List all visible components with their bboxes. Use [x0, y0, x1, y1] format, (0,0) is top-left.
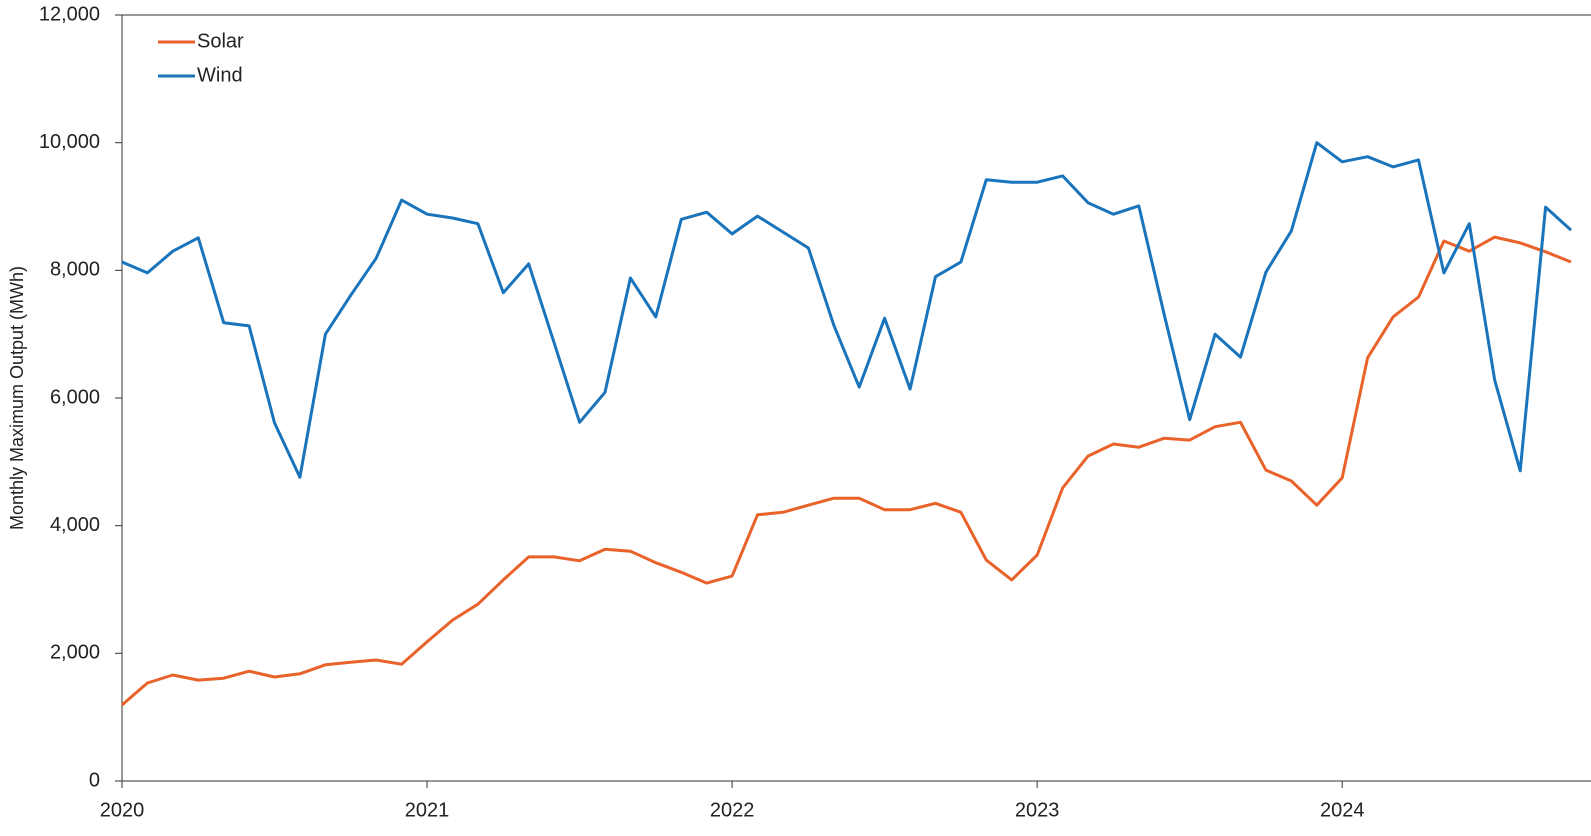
x-tick-label: 2022	[710, 799, 755, 821]
x-tick-label: 2021	[405, 799, 450, 821]
y-tick-label: 8,000	[50, 259, 100, 281]
y-tick-label: 0	[89, 769, 100, 791]
x-tick-label: 2024	[1320, 799, 1365, 821]
legend-label: Wind	[197, 64, 243, 86]
y-tick-label: 12,000	[39, 3, 100, 25]
x-tick-label: 2020	[100, 799, 145, 821]
y-tick-label: 2,000	[50, 642, 100, 664]
y-tick-label: 6,000	[50, 386, 100, 408]
line-series	[121, 141, 1573, 479]
legend-label: Solar	[197, 30, 244, 52]
y-tick-label: 4,000	[50, 514, 100, 536]
line-series	[121, 235, 1572, 707]
y-axis-label: Monthly Maximum Output (MWh)	[7, 266, 27, 530]
y-tick-label: 10,000	[39, 131, 100, 153]
x-tick-label: 2023	[1015, 799, 1060, 821]
